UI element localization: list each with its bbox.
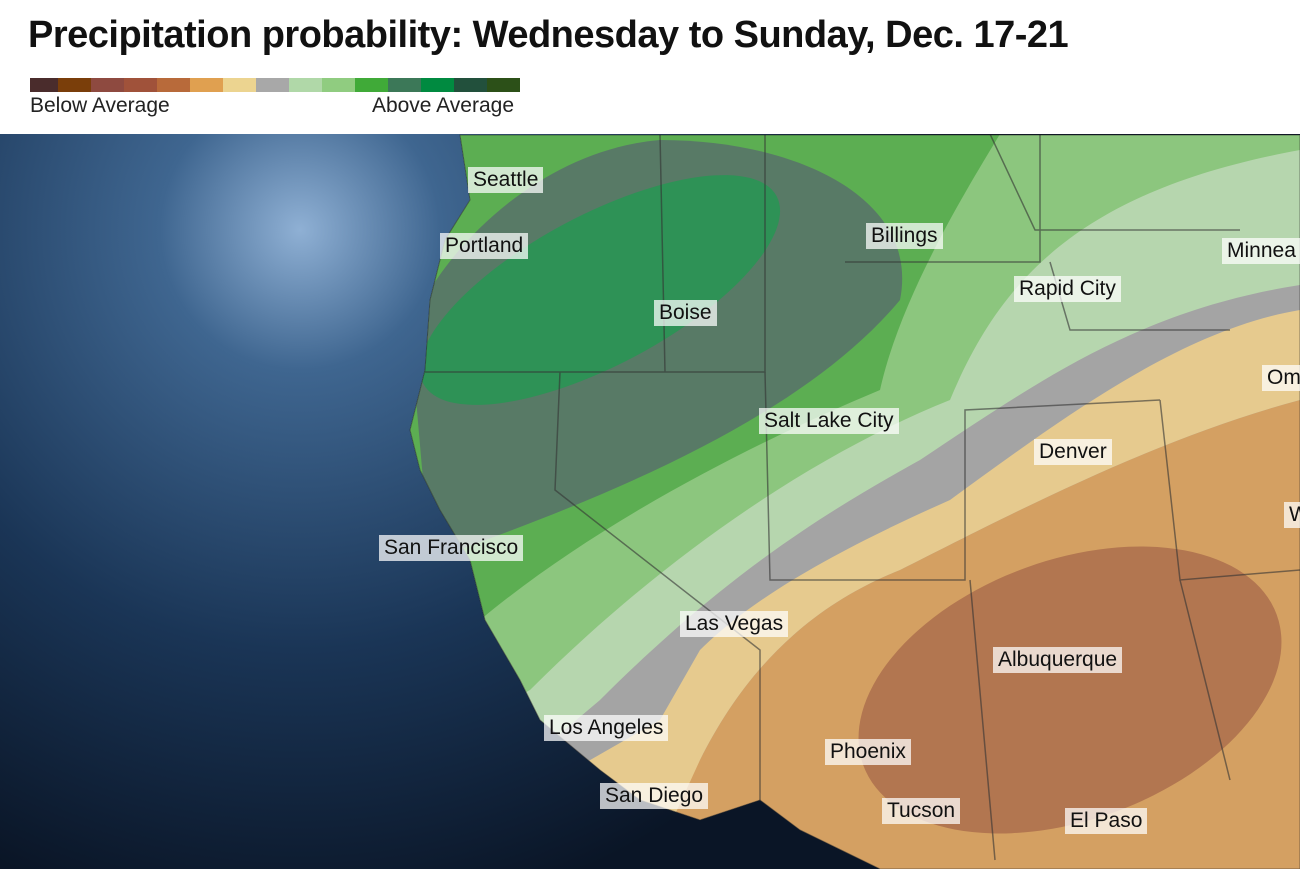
- legend-swatch: [157, 78, 191, 92]
- city-label: Salt Lake City: [759, 408, 899, 434]
- city-label: Albuquerque: [993, 647, 1123, 673]
- legend-swatch: [190, 78, 224, 92]
- map-title: Precipitation probability: Wednesday to …: [28, 14, 1069, 56]
- legend-swatch: [421, 78, 455, 92]
- legend-swatch: [124, 78, 158, 92]
- legend-swatch: [388, 78, 422, 92]
- city-label: Seattle: [468, 167, 544, 193]
- city-label: W: [1284, 502, 1300, 528]
- zone-dark-green: [419, 175, 781, 405]
- legend-swatch: [91, 78, 125, 92]
- probability-zones: [410, 135, 1300, 869]
- map-svg: [0, 134, 1300, 870]
- city-label: Boise: [654, 300, 717, 326]
- color-legend: Below Average Above Average: [30, 78, 521, 117]
- city-label: Denver: [1034, 439, 1112, 465]
- legend-swatch: [322, 78, 356, 92]
- city-label: Rapid City: [1014, 276, 1121, 302]
- legend-swatch: [256, 78, 290, 92]
- city-label: Los Angeles: [544, 715, 669, 741]
- city-label: San Francisco: [379, 535, 524, 561]
- legend-swatch: [30, 78, 59, 92]
- city-label: El Paso: [1065, 808, 1148, 834]
- legend-below-label: Below Average: [30, 94, 170, 117]
- legend-above-label: Above Average: [371, 94, 514, 117]
- legend-swatches: [30, 78, 521, 92]
- legend-swatch: [355, 78, 389, 92]
- city-label: Portland: [440, 233, 529, 259]
- city-label: Om: [1262, 365, 1300, 391]
- legend-swatch: [289, 78, 323, 92]
- city-label: Las Vegas: [680, 611, 789, 637]
- city-label: Tucson: [882, 798, 961, 824]
- city-label: Minnea: [1222, 238, 1300, 264]
- city-label: Phoenix: [825, 739, 911, 765]
- legend-swatch: [487, 78, 521, 92]
- city-label: Billings: [866, 223, 943, 249]
- zone-brown: [858, 546, 1282, 834]
- precipitation-map[interactable]: Seattle Portland Boise Billings Minnea Rapid …: [0, 134, 1300, 870]
- city-label: San Diego: [600, 783, 709, 809]
- legend-swatch: [58, 78, 92, 92]
- legend-swatch: [223, 78, 257, 92]
- legend-swatch: [454, 78, 488, 92]
